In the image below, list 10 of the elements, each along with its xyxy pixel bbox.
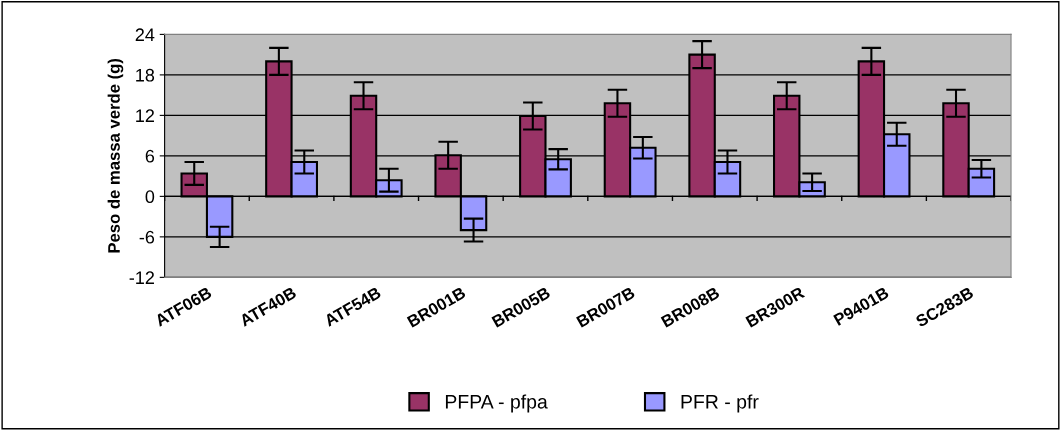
y-tick-label: 6	[145, 149, 155, 163]
y-tick-label: -12	[129, 271, 154, 284]
y-tick-label: 18	[136, 68, 155, 82]
y-tick-label: 12	[136, 109, 154, 122]
legend-label: PFPA - pfpa	[445, 394, 548, 413]
legend-label: PFR - pfr	[681, 394, 759, 413]
y-tick-label: 0	[145, 190, 155, 204]
y-tick-label: -6	[139, 230, 155, 244]
y-axis-title: Peso de massa verde (g)	[107, 58, 124, 253]
y-tick-label: 24	[135, 28, 155, 41]
